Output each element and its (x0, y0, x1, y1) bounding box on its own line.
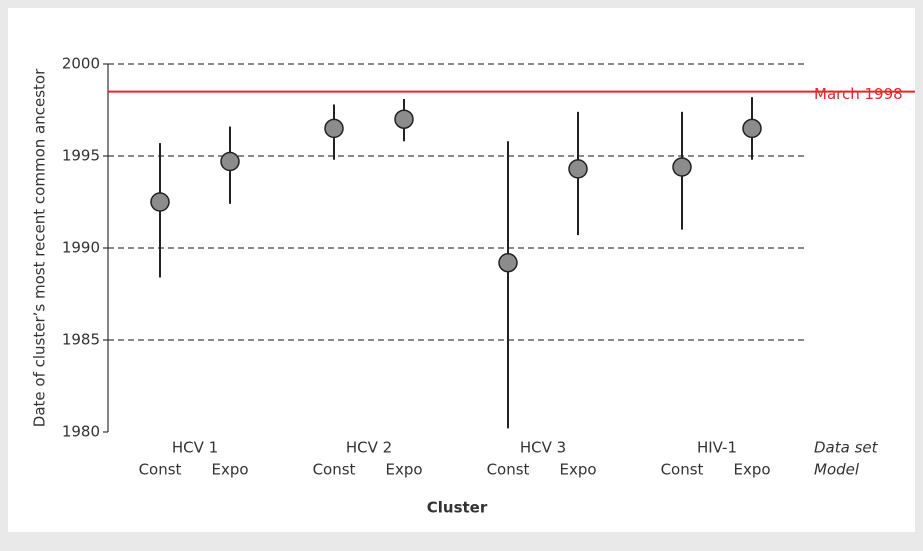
x-tick-label: Const (487, 461, 530, 479)
point (498, 252, 518, 273)
group-label: HCV 2 (346, 439, 392, 457)
x-axis-label: Cluster (427, 499, 488, 517)
y-tick-label: 1995 (62, 147, 100, 165)
point (324, 118, 344, 139)
x-tick-label: Expo (733, 461, 770, 479)
y-tick-label: 1980 (62, 423, 100, 441)
reference-label: March 1998 (814, 85, 903, 103)
row-label: Model (814, 461, 860, 479)
x-tick-label: Const (661, 461, 704, 479)
group-label: HCV 3 (520, 439, 566, 457)
row-label: Data set (814, 439, 879, 457)
point (150, 192, 170, 212)
y-axis-label: Date of cluster’s most recent common anc… (31, 68, 49, 427)
point (568, 159, 588, 179)
point (672, 157, 692, 177)
group-label: HCV 1 (172, 439, 218, 457)
group-label: HIV-1 (697, 439, 737, 457)
y-tick-label: 1990 (62, 239, 100, 257)
point (394, 109, 414, 129)
x-tick-label: Const (313, 461, 356, 479)
x-tick-label: Const (139, 461, 182, 479)
point (220, 151, 240, 172)
x-tick-label: Expo (211, 461, 248, 479)
x-tick-label: Expo (559, 461, 596, 479)
y-tick-label: 2000 (62, 55, 100, 73)
point (742, 118, 762, 139)
y-tick-label: 1985 (62, 331, 100, 349)
x-tick-label: Expo (385, 461, 422, 479)
panel (8, 8, 915, 532)
